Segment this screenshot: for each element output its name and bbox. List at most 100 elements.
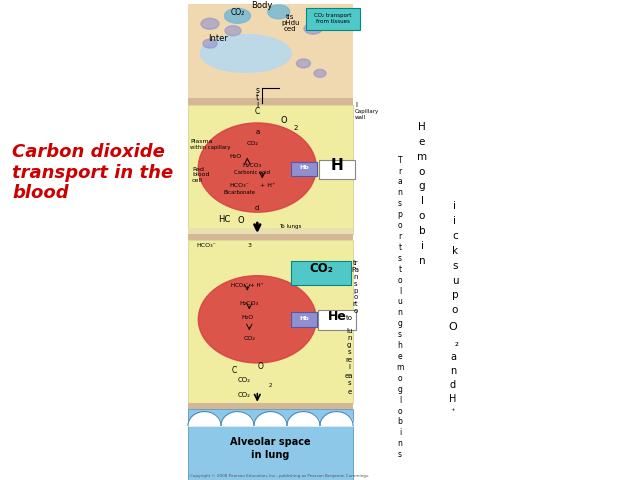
Text: 3: 3 [248,243,252,248]
Text: i: i [256,100,259,109]
Text: from tissues: from tissues [316,19,349,24]
Text: HCO₃⁻: HCO₃⁻ [196,243,216,248]
Text: t: t [399,243,401,252]
Text: He: He [328,310,347,324]
Bar [188,408,353,480]
Text: u: u [452,276,458,286]
Ellipse shape [200,35,291,72]
Text: i: i [454,216,456,226]
Text: c: c [452,231,458,241]
Text: Hb: Hb [300,316,309,321]
Text: Red: Red [192,167,204,171]
Ellipse shape [201,18,219,29]
Text: b: b [419,226,426,236]
Text: ced: ced [284,26,296,32]
Bar [188,403,353,408]
Text: Hb: Hb [300,165,309,170]
Text: o: o [419,211,425,221]
Text: C: C [232,366,237,375]
Text: p: p [353,288,358,294]
Text: i: i [454,201,456,211]
Ellipse shape [225,8,250,23]
Text: CO₂: CO₂ [243,336,255,341]
Text: CO₂: CO₂ [237,392,251,398]
Text: blood: blood [192,172,209,178]
Text: ea: ea [345,373,353,379]
Ellipse shape [304,23,322,34]
Text: Carbonic acid: Carbonic acid [234,169,270,175]
Text: O: O [237,216,244,225]
FancyBboxPatch shape [306,8,360,30]
Text: l: l [348,364,350,370]
FancyBboxPatch shape [291,261,351,285]
Text: lu: lu [346,328,353,334]
Text: CO₂: CO₂ [237,377,251,383]
Text: HCO₃⁻: HCO₃⁻ [229,183,249,189]
Text: CO₂ transport: CO₂ transport [314,13,351,18]
Text: i: i [399,428,401,437]
Text: tis: tis [286,14,294,20]
Text: H₂CO₃: H₂CO₃ [240,301,259,306]
Text: to: to [346,315,353,321]
Text: s: s [452,261,458,271]
Ellipse shape [296,59,310,68]
Bar [188,240,353,403]
Text: s: s [348,380,351,386]
Text: s: s [398,450,402,459]
Ellipse shape [325,14,341,24]
Text: e: e [347,389,351,395]
Text: a: a [450,352,456,362]
Ellipse shape [198,123,316,212]
Text: r: r [398,232,402,241]
Text: wall: wall [355,115,366,120]
Text: p: p [452,290,458,300]
Text: l: l [399,287,401,296]
Text: e: e [397,352,403,361]
Bar [188,105,353,234]
Text: l: l [399,396,401,405]
Text: 2: 2 [293,125,298,131]
Text: Capillary: Capillary [355,109,380,114]
Text: g: g [397,319,403,328]
FancyBboxPatch shape [318,311,356,330]
Ellipse shape [314,70,326,77]
Text: i: i [420,241,424,251]
Text: s: s [398,330,402,339]
Text: CO₂: CO₂ [309,262,333,275]
Ellipse shape [268,5,290,19]
Text: n: n [419,256,426,266]
Text: o: o [397,221,403,230]
Text: HCO₃⁻ + H⁺: HCO₃⁻ + H⁺ [231,283,264,288]
Text: o: o [452,305,458,315]
Text: in lung: in lung [252,450,290,460]
Bar [188,228,353,234]
Text: o: o [397,407,403,416]
Text: Bicarbonate: Bicarbonate [223,191,255,195]
Text: Alveolar space: Alveolar space [230,437,311,447]
Text: g: g [347,342,351,348]
Text: T: T [397,156,403,165]
Text: Carbon dioxide
transport in the
blood: Carbon dioxide transport in the blood [12,143,173,203]
Text: n: n [353,274,358,280]
Text: HC: HC [218,215,230,224]
Text: n: n [397,439,403,448]
Text: H₂O: H₂O [229,154,241,159]
Text: o: o [397,374,403,383]
Text: m: m [396,363,404,372]
Text: a: a [255,129,259,135]
Text: Inter: Inter [208,34,228,43]
Text: t: t [256,93,259,102]
Text: CO₂: CO₂ [230,8,244,17]
Text: s: s [353,281,357,287]
Text: h: h [397,341,403,350]
Text: To lungs: To lungs [279,224,301,229]
Text: s: s [398,254,402,263]
Text: O: O [449,322,458,332]
Text: d: d [255,205,259,211]
Text: k: k [452,246,458,256]
Text: n: n [450,366,456,376]
Text: o: o [353,308,357,314]
Text: C: C [255,107,260,116]
Text: re: re [346,357,353,363]
Text: tr: tr [353,260,358,266]
